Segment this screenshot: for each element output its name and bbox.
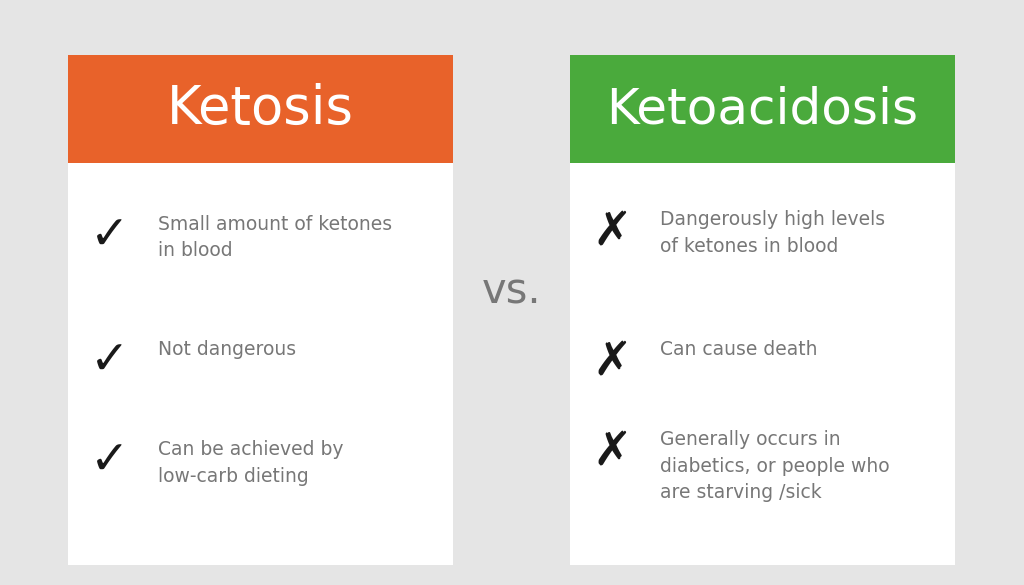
Text: Generally occurs in
diabetics, or people who
are starving /sick: Generally occurs in diabetics, or people… [660,430,890,502]
Bar [68,163,453,565]
Text: ✓: ✓ [90,340,130,385]
Text: Can cause death: Can cause death [660,340,817,359]
Text: ✗: ✗ [592,430,632,475]
Text: vs.: vs. [482,271,542,313]
Text: ✓: ✓ [90,440,130,485]
Text: Ketosis: Ketosis [167,83,354,135]
Text: ✓: ✓ [90,215,130,260]
Text: ✗: ✗ [592,210,632,255]
Text: Can be achieved by
low-carb dieting: Can be achieved by low-carb dieting [158,440,343,486]
Bar [68,55,453,163]
Text: Ketoacidosis: Ketoacidosis [606,85,919,133]
Text: Not dangerous: Not dangerous [158,340,296,359]
Bar [570,55,955,163]
Text: ✗: ✗ [592,340,632,385]
Text: Dangerously high levels
of ketones in blood: Dangerously high levels of ketones in bl… [660,210,885,256]
Text: Small amount of ketones
in blood: Small amount of ketones in blood [158,215,392,260]
Bar [570,163,955,565]
